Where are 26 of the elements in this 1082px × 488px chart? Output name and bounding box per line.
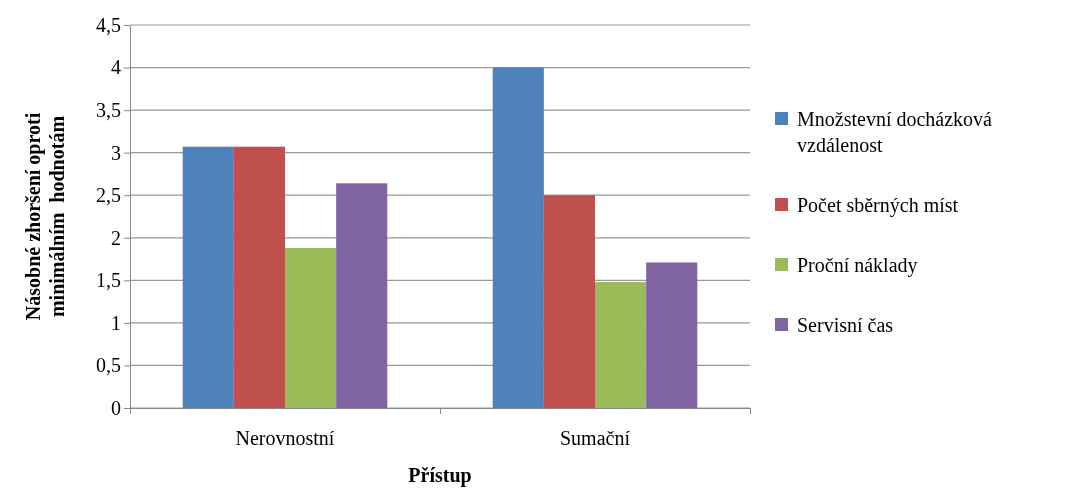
y-tick-label: 0 xyxy=(111,396,121,419)
y-tick-label: 4 xyxy=(111,56,121,79)
x-tick-label: Nerovnostní xyxy=(235,427,335,449)
y-tick-label: 2 xyxy=(111,226,121,249)
y-tick-label: 3,5 xyxy=(96,99,121,122)
y-tick-label: 1 xyxy=(111,311,121,334)
bar xyxy=(336,183,388,408)
x-axis-title: Přístup xyxy=(408,464,472,487)
y-tick-label: 1,5 xyxy=(96,269,121,292)
bar xyxy=(492,67,544,408)
y-tick-label: 2,5 xyxy=(96,184,121,207)
y-tick-label: 0,5 xyxy=(96,354,121,377)
legend-label: Servisní čas xyxy=(797,314,894,336)
legend-label: Počet sběrných míst xyxy=(797,194,959,217)
bar xyxy=(595,282,647,408)
y-axis-title: Násobné zhoršení oproti minimálním hodnotám xyxy=(22,112,68,321)
bar xyxy=(285,247,337,408)
y-tick-label: 4,5 xyxy=(96,13,121,36)
legend-label: Proční náklady xyxy=(797,254,918,277)
legend-label: Množstevní docházková vzdálenost xyxy=(797,108,993,156)
bar xyxy=(646,262,698,408)
y-tick-label: 3 xyxy=(111,141,121,164)
x-tick-label: Sumační xyxy=(560,427,631,449)
bar xyxy=(182,146,234,408)
bar xyxy=(543,195,595,408)
bar xyxy=(233,146,285,408)
